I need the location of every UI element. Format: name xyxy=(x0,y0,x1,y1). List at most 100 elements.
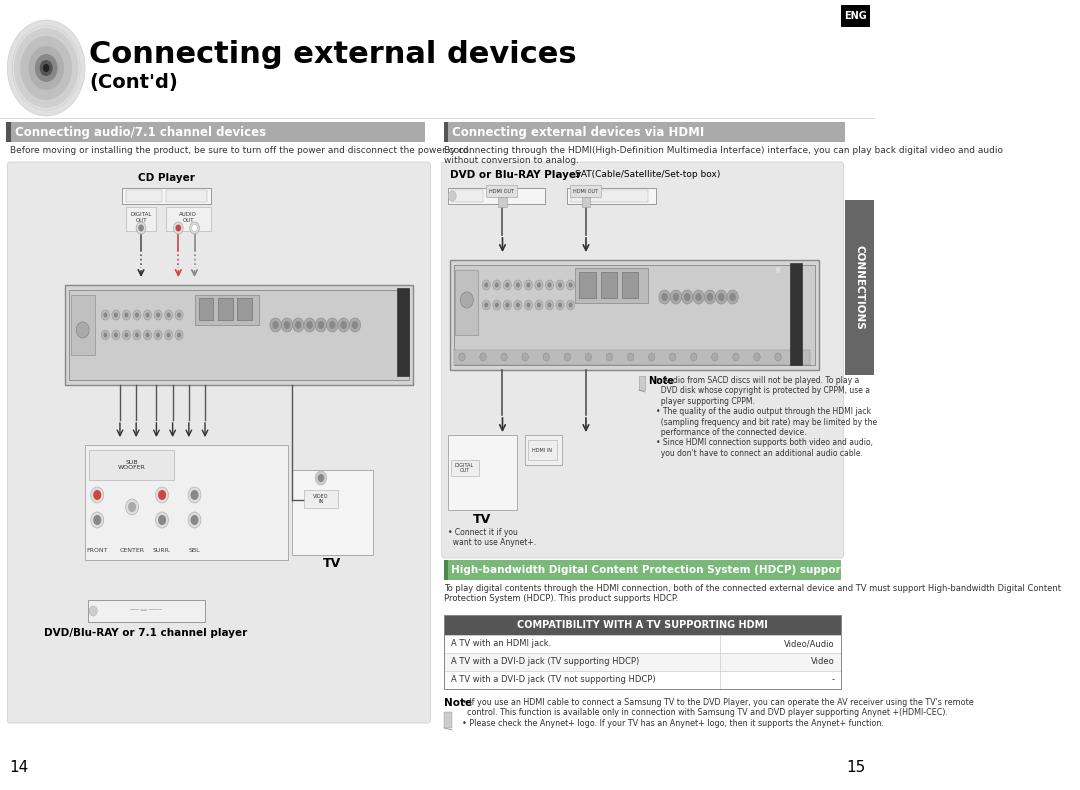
Text: (Cont'd): (Cont'd) xyxy=(90,73,178,92)
Circle shape xyxy=(535,280,543,290)
FancyBboxPatch shape xyxy=(199,298,213,320)
Circle shape xyxy=(124,333,129,337)
Text: SUB
WOOFER: SUB WOOFER xyxy=(118,460,146,470)
Text: Before moving or installing the product, be sure to turn off the power and disco: Before moving or installing the product,… xyxy=(10,146,471,155)
FancyBboxPatch shape xyxy=(444,635,841,653)
Circle shape xyxy=(175,310,184,320)
Text: HDMI OUT: HDMI OUT xyxy=(572,189,597,194)
Text: A TV with an HDMI jack.: A TV with an HDMI jack. xyxy=(450,639,551,649)
Circle shape xyxy=(505,283,510,288)
Circle shape xyxy=(543,353,550,361)
FancyBboxPatch shape xyxy=(444,560,448,580)
Circle shape xyxy=(102,310,109,320)
Circle shape xyxy=(514,280,522,290)
Circle shape xyxy=(315,318,326,332)
Circle shape xyxy=(158,515,166,525)
Circle shape xyxy=(706,293,713,301)
Circle shape xyxy=(125,499,138,515)
Circle shape xyxy=(281,318,293,332)
Circle shape xyxy=(144,330,151,340)
Circle shape xyxy=(483,280,490,290)
Text: Video: Video xyxy=(811,657,835,667)
FancyBboxPatch shape xyxy=(238,298,252,320)
Circle shape xyxy=(659,290,671,304)
Text: Connecting audio/7.1 channel devices: Connecting audio/7.1 channel devices xyxy=(15,126,266,138)
FancyBboxPatch shape xyxy=(580,272,596,298)
Circle shape xyxy=(516,283,519,288)
Text: Note: Note xyxy=(444,698,472,708)
FancyBboxPatch shape xyxy=(450,190,483,202)
Circle shape xyxy=(191,224,198,231)
Circle shape xyxy=(40,60,53,76)
Circle shape xyxy=(567,300,575,310)
Circle shape xyxy=(754,353,760,361)
Circle shape xyxy=(545,300,554,310)
Circle shape xyxy=(514,300,522,310)
Circle shape xyxy=(144,310,151,320)
Text: A TV with a DVI-D jack (TV not supporting HDCP): A TV with a DVI-D jack (TV not supportin… xyxy=(450,675,656,684)
Circle shape xyxy=(460,292,473,308)
Circle shape xyxy=(112,310,120,320)
Text: DVD or Blu-RAY Player: DVD or Blu-RAY Player xyxy=(449,170,581,180)
Circle shape xyxy=(158,490,166,500)
Circle shape xyxy=(535,300,543,310)
Circle shape xyxy=(484,283,488,288)
Circle shape xyxy=(133,330,141,340)
Circle shape xyxy=(775,267,781,273)
Circle shape xyxy=(190,515,199,525)
FancyBboxPatch shape xyxy=(6,122,424,142)
FancyBboxPatch shape xyxy=(486,185,517,197)
FancyBboxPatch shape xyxy=(218,298,232,320)
Circle shape xyxy=(670,353,676,361)
Circle shape xyxy=(526,283,530,288)
Circle shape xyxy=(175,224,181,231)
Circle shape xyxy=(673,293,679,301)
Circle shape xyxy=(102,330,109,340)
Circle shape xyxy=(525,280,532,290)
Text: DIGITAL
OUT: DIGITAL OUT xyxy=(131,212,151,223)
Circle shape xyxy=(448,191,456,201)
Circle shape xyxy=(93,515,102,525)
FancyBboxPatch shape xyxy=(622,272,638,298)
Circle shape xyxy=(8,20,85,116)
FancyBboxPatch shape xyxy=(525,435,562,465)
Circle shape xyxy=(77,322,90,338)
Circle shape xyxy=(525,300,532,310)
Circle shape xyxy=(671,290,681,304)
Circle shape xyxy=(567,280,575,290)
Circle shape xyxy=(522,353,528,361)
FancyBboxPatch shape xyxy=(444,653,841,671)
Circle shape xyxy=(556,300,564,310)
Circle shape xyxy=(124,313,129,318)
FancyBboxPatch shape xyxy=(448,435,517,510)
FancyBboxPatch shape xyxy=(571,190,648,202)
Circle shape xyxy=(349,318,361,332)
Text: SBL: SBL xyxy=(189,548,200,553)
Circle shape xyxy=(28,46,64,90)
Circle shape xyxy=(177,313,181,318)
FancyBboxPatch shape xyxy=(499,197,507,207)
Circle shape xyxy=(166,333,171,337)
Text: HDMI OUT: HDMI OUT xyxy=(489,189,514,194)
FancyBboxPatch shape xyxy=(450,460,480,476)
Text: Connecting external devices: Connecting external devices xyxy=(90,40,577,69)
Circle shape xyxy=(104,333,107,337)
Circle shape xyxy=(568,283,572,288)
Circle shape xyxy=(270,318,281,332)
Circle shape xyxy=(166,313,171,318)
Circle shape xyxy=(537,303,541,307)
Circle shape xyxy=(492,300,501,310)
Text: • Connect it if you
  want to use Anynet+.: • Connect it if you want to use Anynet+. xyxy=(448,528,537,547)
Text: • Audio from SACD discs will not be played. To play a
  DVD disk whose copyright: • Audio from SACD discs will not be play… xyxy=(657,376,878,457)
FancyBboxPatch shape xyxy=(449,260,819,370)
FancyBboxPatch shape xyxy=(444,712,453,728)
Circle shape xyxy=(154,330,162,340)
FancyBboxPatch shape xyxy=(600,272,617,298)
Circle shape xyxy=(716,290,727,304)
Circle shape xyxy=(693,290,704,304)
Circle shape xyxy=(484,303,488,307)
Circle shape xyxy=(164,310,173,320)
Circle shape xyxy=(135,313,139,318)
FancyBboxPatch shape xyxy=(444,122,448,142)
Text: To play digital contents through the HDMI connection, both of the connected exte: To play digital contents through the HDM… xyxy=(444,584,1062,604)
